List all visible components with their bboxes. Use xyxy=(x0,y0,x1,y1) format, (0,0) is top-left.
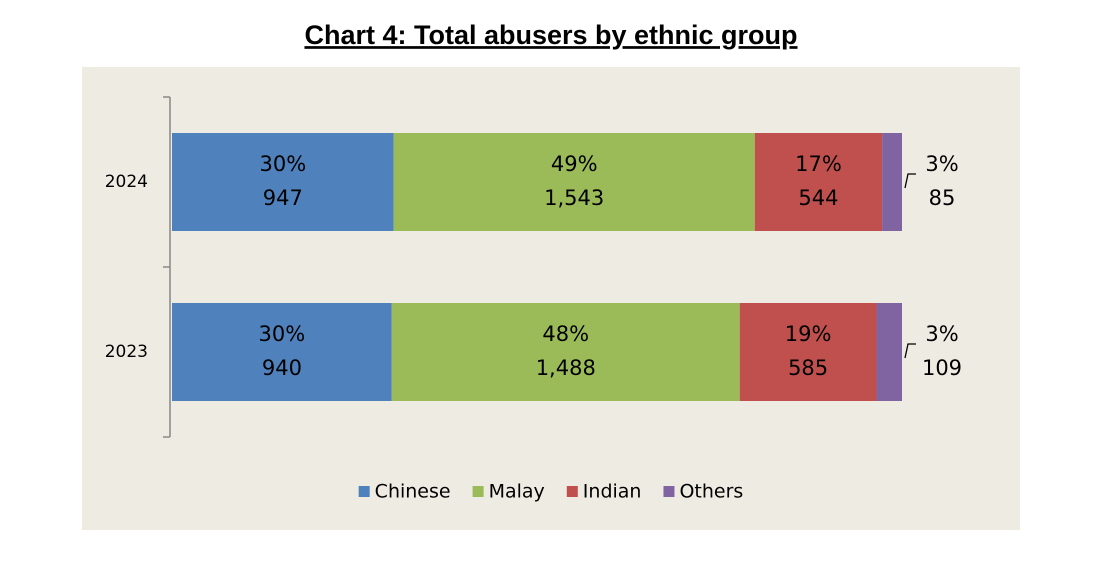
data-label-value: 85 xyxy=(929,186,956,210)
bar-segment xyxy=(754,133,883,231)
data-label-value: 947 xyxy=(263,186,303,210)
data-label-percent: 17% xyxy=(795,152,842,176)
data-label-percent: 30% xyxy=(259,322,306,346)
data-label-percent: 30% xyxy=(259,152,306,176)
y-tick-label: 2023 xyxy=(105,342,148,362)
data-label-value: 109 xyxy=(922,356,962,380)
legend-label: Others xyxy=(679,481,743,503)
legend-swatch xyxy=(358,486,370,497)
bar-segment xyxy=(172,303,392,401)
bar-segment xyxy=(876,303,902,401)
legend-label: Malay xyxy=(489,481,545,503)
data-label-percent: 19% xyxy=(785,322,832,346)
data-label-value: 940 xyxy=(262,356,302,380)
data-label-value: 544 xyxy=(798,186,838,210)
data-label-percent: 3% xyxy=(925,322,958,346)
data-label-percent: 48% xyxy=(542,322,589,346)
legend-swatch xyxy=(472,486,484,497)
data-label-value: 1,543 xyxy=(544,186,604,210)
bar-segment xyxy=(882,133,902,231)
bar-segment xyxy=(172,133,394,231)
legend-label: Indian xyxy=(583,481,642,503)
legend-label: Chinese xyxy=(375,481,451,503)
data-label-value: 585 xyxy=(788,356,828,380)
data-label-percent: 3% xyxy=(925,152,958,176)
bar-segment xyxy=(393,133,755,231)
data-label-value: 1,488 xyxy=(536,356,596,380)
chart-title: Chart 4: Total abusers by ethnic group xyxy=(304,20,797,50)
bar-segment xyxy=(739,303,877,401)
legend-swatch xyxy=(566,486,578,497)
leader-line xyxy=(904,343,916,359)
bar-segment xyxy=(391,303,740,401)
data-label-percent: 49% xyxy=(551,152,598,176)
legend-swatch xyxy=(663,486,675,497)
leader-line xyxy=(904,173,916,189)
y-tick-label: 2024 xyxy=(105,172,148,192)
